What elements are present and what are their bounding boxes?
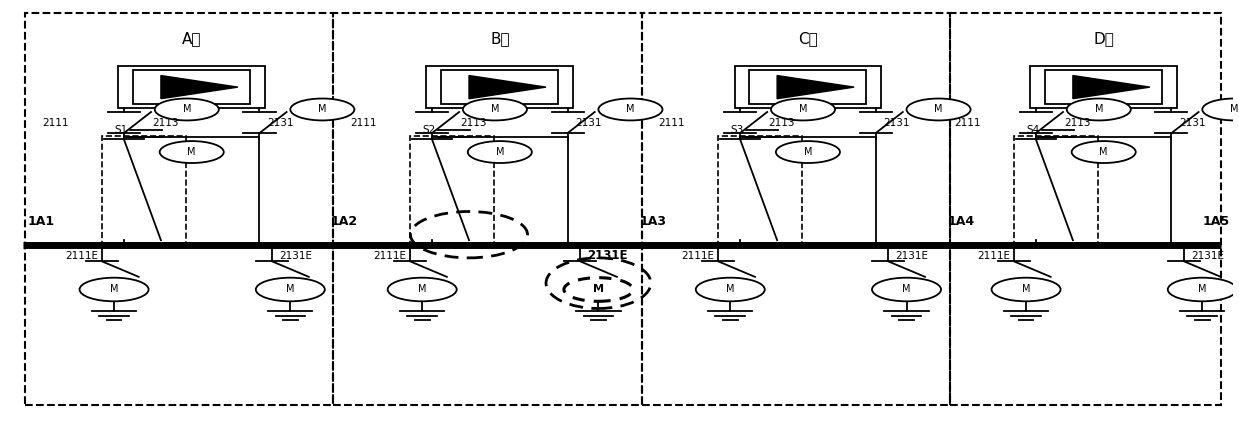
Circle shape	[155, 99, 219, 121]
Text: M: M	[1099, 147, 1108, 157]
Circle shape	[160, 141, 224, 163]
Text: M: M	[187, 147, 196, 157]
Text: S1: S1	[114, 125, 128, 135]
Text: 2111E: 2111E	[978, 251, 1010, 261]
Bar	[25, 14, 333, 405]
Text: 2111E: 2111E	[373, 251, 406, 261]
Text: 2111E: 2111E	[66, 251, 98, 261]
Bar	[410, 136, 493, 243]
Text: M: M	[804, 147, 813, 157]
Text: M: M	[902, 285, 911, 294]
Text: 2131E: 2131E	[1191, 251, 1224, 261]
Circle shape	[776, 141, 840, 163]
Circle shape	[771, 99, 835, 121]
Bar	[133, 70, 250, 104]
Circle shape	[1072, 141, 1136, 163]
Text: 1A2: 1A2	[331, 215, 358, 228]
Bar	[949, 14, 1220, 405]
Circle shape	[463, 99, 527, 121]
Text: M: M	[934, 104, 943, 115]
Circle shape	[388, 277, 457, 301]
Circle shape	[1168, 277, 1237, 301]
Text: M: M	[491, 104, 499, 115]
Bar	[717, 136, 802, 243]
Bar	[735, 66, 881, 108]
Bar	[750, 70, 866, 104]
Text: A站: A站	[182, 31, 202, 46]
Text: S4: S4	[1026, 125, 1040, 135]
Circle shape	[1067, 99, 1131, 121]
Circle shape	[696, 277, 764, 301]
Text: 1A3: 1A3	[639, 215, 667, 228]
Text: 2131E: 2131E	[896, 251, 928, 261]
Text: 2131: 2131	[575, 118, 601, 128]
Text: 2113: 2113	[1064, 118, 1090, 128]
Text: D站: D站	[1093, 31, 1114, 46]
Circle shape	[991, 277, 1061, 301]
Text: M: M	[286, 285, 295, 294]
Text: M: M	[799, 104, 808, 115]
Circle shape	[907, 99, 970, 121]
Polygon shape	[470, 76, 546, 99]
Circle shape	[255, 277, 325, 301]
Text: 2131: 2131	[1178, 118, 1206, 128]
Bar	[441, 70, 559, 104]
Text: C站: C站	[798, 31, 818, 46]
Circle shape	[1202, 99, 1239, 121]
Bar	[119, 66, 265, 108]
Text: M: M	[593, 285, 603, 294]
Circle shape	[564, 277, 633, 301]
Text: 2111: 2111	[954, 118, 980, 128]
Circle shape	[468, 141, 532, 163]
Text: 2131: 2131	[883, 118, 909, 128]
Text: 2113: 2113	[768, 118, 795, 128]
Bar	[1031, 66, 1177, 108]
Text: 2111: 2111	[42, 118, 68, 128]
Text: 2131E: 2131E	[587, 249, 628, 262]
Polygon shape	[1073, 76, 1150, 99]
Polygon shape	[777, 76, 854, 99]
Bar	[426, 66, 574, 108]
Bar	[333, 14, 642, 405]
Text: 1A5: 1A5	[1202, 215, 1229, 228]
Text: M: M	[318, 104, 327, 115]
Text: 2111E: 2111E	[681, 251, 714, 261]
Text: M: M	[110, 285, 119, 294]
Text: M: M	[726, 285, 735, 294]
Text: 2113: 2113	[152, 118, 178, 128]
Bar	[1014, 136, 1098, 243]
Circle shape	[598, 99, 663, 121]
Text: S3: S3	[730, 125, 743, 135]
Text: M: M	[1022, 285, 1031, 294]
Bar	[642, 14, 949, 405]
Polygon shape	[161, 76, 238, 99]
Text: 1A1: 1A1	[27, 215, 55, 228]
Text: 2131E: 2131E	[279, 251, 312, 261]
Text: M: M	[418, 285, 426, 294]
Text: M: M	[1230, 104, 1239, 115]
Bar	[1046, 70, 1162, 104]
Text: 2111: 2111	[658, 118, 685, 128]
Text: M: M	[1094, 104, 1103, 115]
Circle shape	[290, 99, 354, 121]
Text: 2113: 2113	[461, 118, 487, 128]
Text: M: M	[626, 104, 634, 115]
Text: 2111: 2111	[351, 118, 377, 128]
Text: S2: S2	[422, 125, 435, 135]
Text: M: M	[182, 104, 191, 115]
Bar	[102, 136, 186, 243]
Text: M: M	[1198, 285, 1207, 294]
Text: 1A4: 1A4	[947, 215, 974, 228]
Text: B站: B站	[489, 31, 509, 46]
Text: M: M	[496, 147, 504, 157]
Circle shape	[79, 277, 149, 301]
Text: 2131: 2131	[266, 118, 294, 128]
Circle shape	[872, 277, 940, 301]
